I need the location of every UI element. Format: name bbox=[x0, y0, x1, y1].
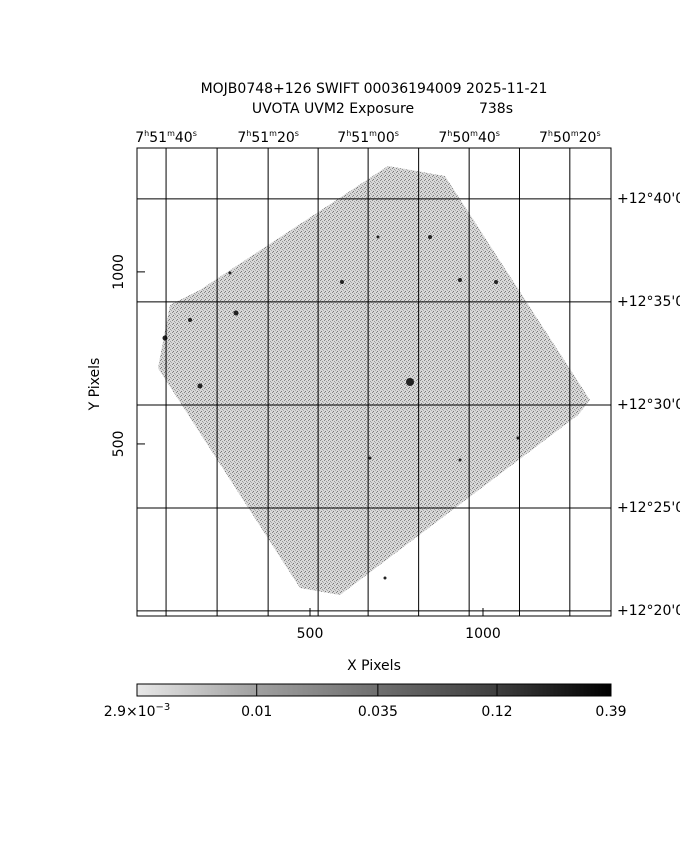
exposure: 738s bbox=[479, 101, 513, 117]
plot-frame bbox=[136, 147, 612, 617]
ra-tick-label: 7h50m20s bbox=[539, 129, 601, 146]
ra-label-part: 20 bbox=[277, 130, 295, 146]
ra-label-part: m bbox=[571, 129, 579, 138]
ra-tick-label: 7h50m40s bbox=[438, 129, 500, 146]
colorbar-tick-label: 2.9×10−3 bbox=[104, 702, 171, 721]
dec-tick-label: +12°20'0 bbox=[617, 603, 680, 619]
ra-label-part: s bbox=[295, 129, 299, 138]
ra-label-part: 7 bbox=[438, 130, 447, 146]
ra-label-part: h bbox=[447, 129, 452, 138]
dec-tick-label: +12°30'0 bbox=[617, 397, 680, 413]
ra-label-part: s bbox=[395, 129, 399, 138]
ra-label-part: 50 bbox=[452, 130, 470, 146]
dec-tick-label: +12°25'0 bbox=[617, 500, 680, 516]
colorbar-tick-label: 0.035 bbox=[358, 704, 398, 720]
ra-label-part: m bbox=[470, 129, 478, 138]
subtitle: UVOTA UVM2 Exposure bbox=[252, 101, 414, 117]
ra-label-part: h bbox=[346, 129, 351, 138]
ra-label-part: h bbox=[548, 129, 553, 138]
x-axis-label: X Pixels bbox=[347, 658, 401, 674]
ra-label-part: m bbox=[167, 129, 175, 138]
ra-label-part: s bbox=[193, 129, 197, 138]
ra-tick-label: 7h51m20s bbox=[237, 129, 299, 146]
ra-label-part: m bbox=[269, 129, 277, 138]
exposure-image bbox=[158, 166, 590, 595]
ra-label-part: 50 bbox=[553, 130, 571, 146]
ra-label-part: 7 bbox=[337, 130, 346, 146]
y-tick-label: 500 bbox=[111, 431, 127, 458]
ra-label-part: 7 bbox=[237, 130, 246, 146]
x-tick-label: 500 bbox=[297, 626, 324, 642]
x-tick-label: 1000 bbox=[465, 626, 501, 642]
ra-label-part: 20 bbox=[579, 130, 597, 146]
ra-label-part: 51 bbox=[149, 130, 167, 146]
ra-tick-label: 7h51m00s bbox=[337, 129, 399, 146]
ra-label-part: 51 bbox=[251, 130, 269, 146]
chart-title: MOJB0748+126 SWIFT 00036194009 2025-11-2… bbox=[201, 81, 548, 97]
colorbar-label-exponent: −3 bbox=[156, 702, 171, 713]
ra-label-part: 51 bbox=[351, 130, 369, 146]
ra-label-part: h bbox=[144, 129, 149, 138]
ra-label-part: 40 bbox=[175, 130, 193, 146]
dec-tick-label: +12°35'0 bbox=[617, 294, 680, 310]
ra-label-part: m bbox=[369, 129, 377, 138]
sources bbox=[162, 235, 520, 580]
colorbar-tick-label: 0.39 bbox=[595, 704, 626, 720]
ra-tick-label: 7h51m40s bbox=[135, 129, 197, 146]
ra-label-part: s bbox=[496, 129, 500, 138]
dec-tick-label: +12°40'0 bbox=[617, 191, 680, 207]
colorbar bbox=[136, 683, 612, 697]
ra-label-part: 7 bbox=[135, 130, 144, 146]
colorbar-tick-label: 0.12 bbox=[481, 704, 512, 720]
y-tick-label: 1000 bbox=[111, 254, 127, 290]
colorbar-tick-label: 0.01 bbox=[241, 704, 272, 720]
ra-label-part: 40 bbox=[478, 130, 496, 146]
ra-label-part: h bbox=[246, 129, 251, 138]
colorbar-label-base: 2.9×10 bbox=[104, 704, 156, 720]
ra-label-part: s bbox=[596, 129, 600, 138]
ra-label-part: 00 bbox=[377, 130, 395, 146]
ra-label-part: 7 bbox=[539, 130, 548, 146]
y-axis-label: Y Pixels bbox=[87, 358, 103, 412]
